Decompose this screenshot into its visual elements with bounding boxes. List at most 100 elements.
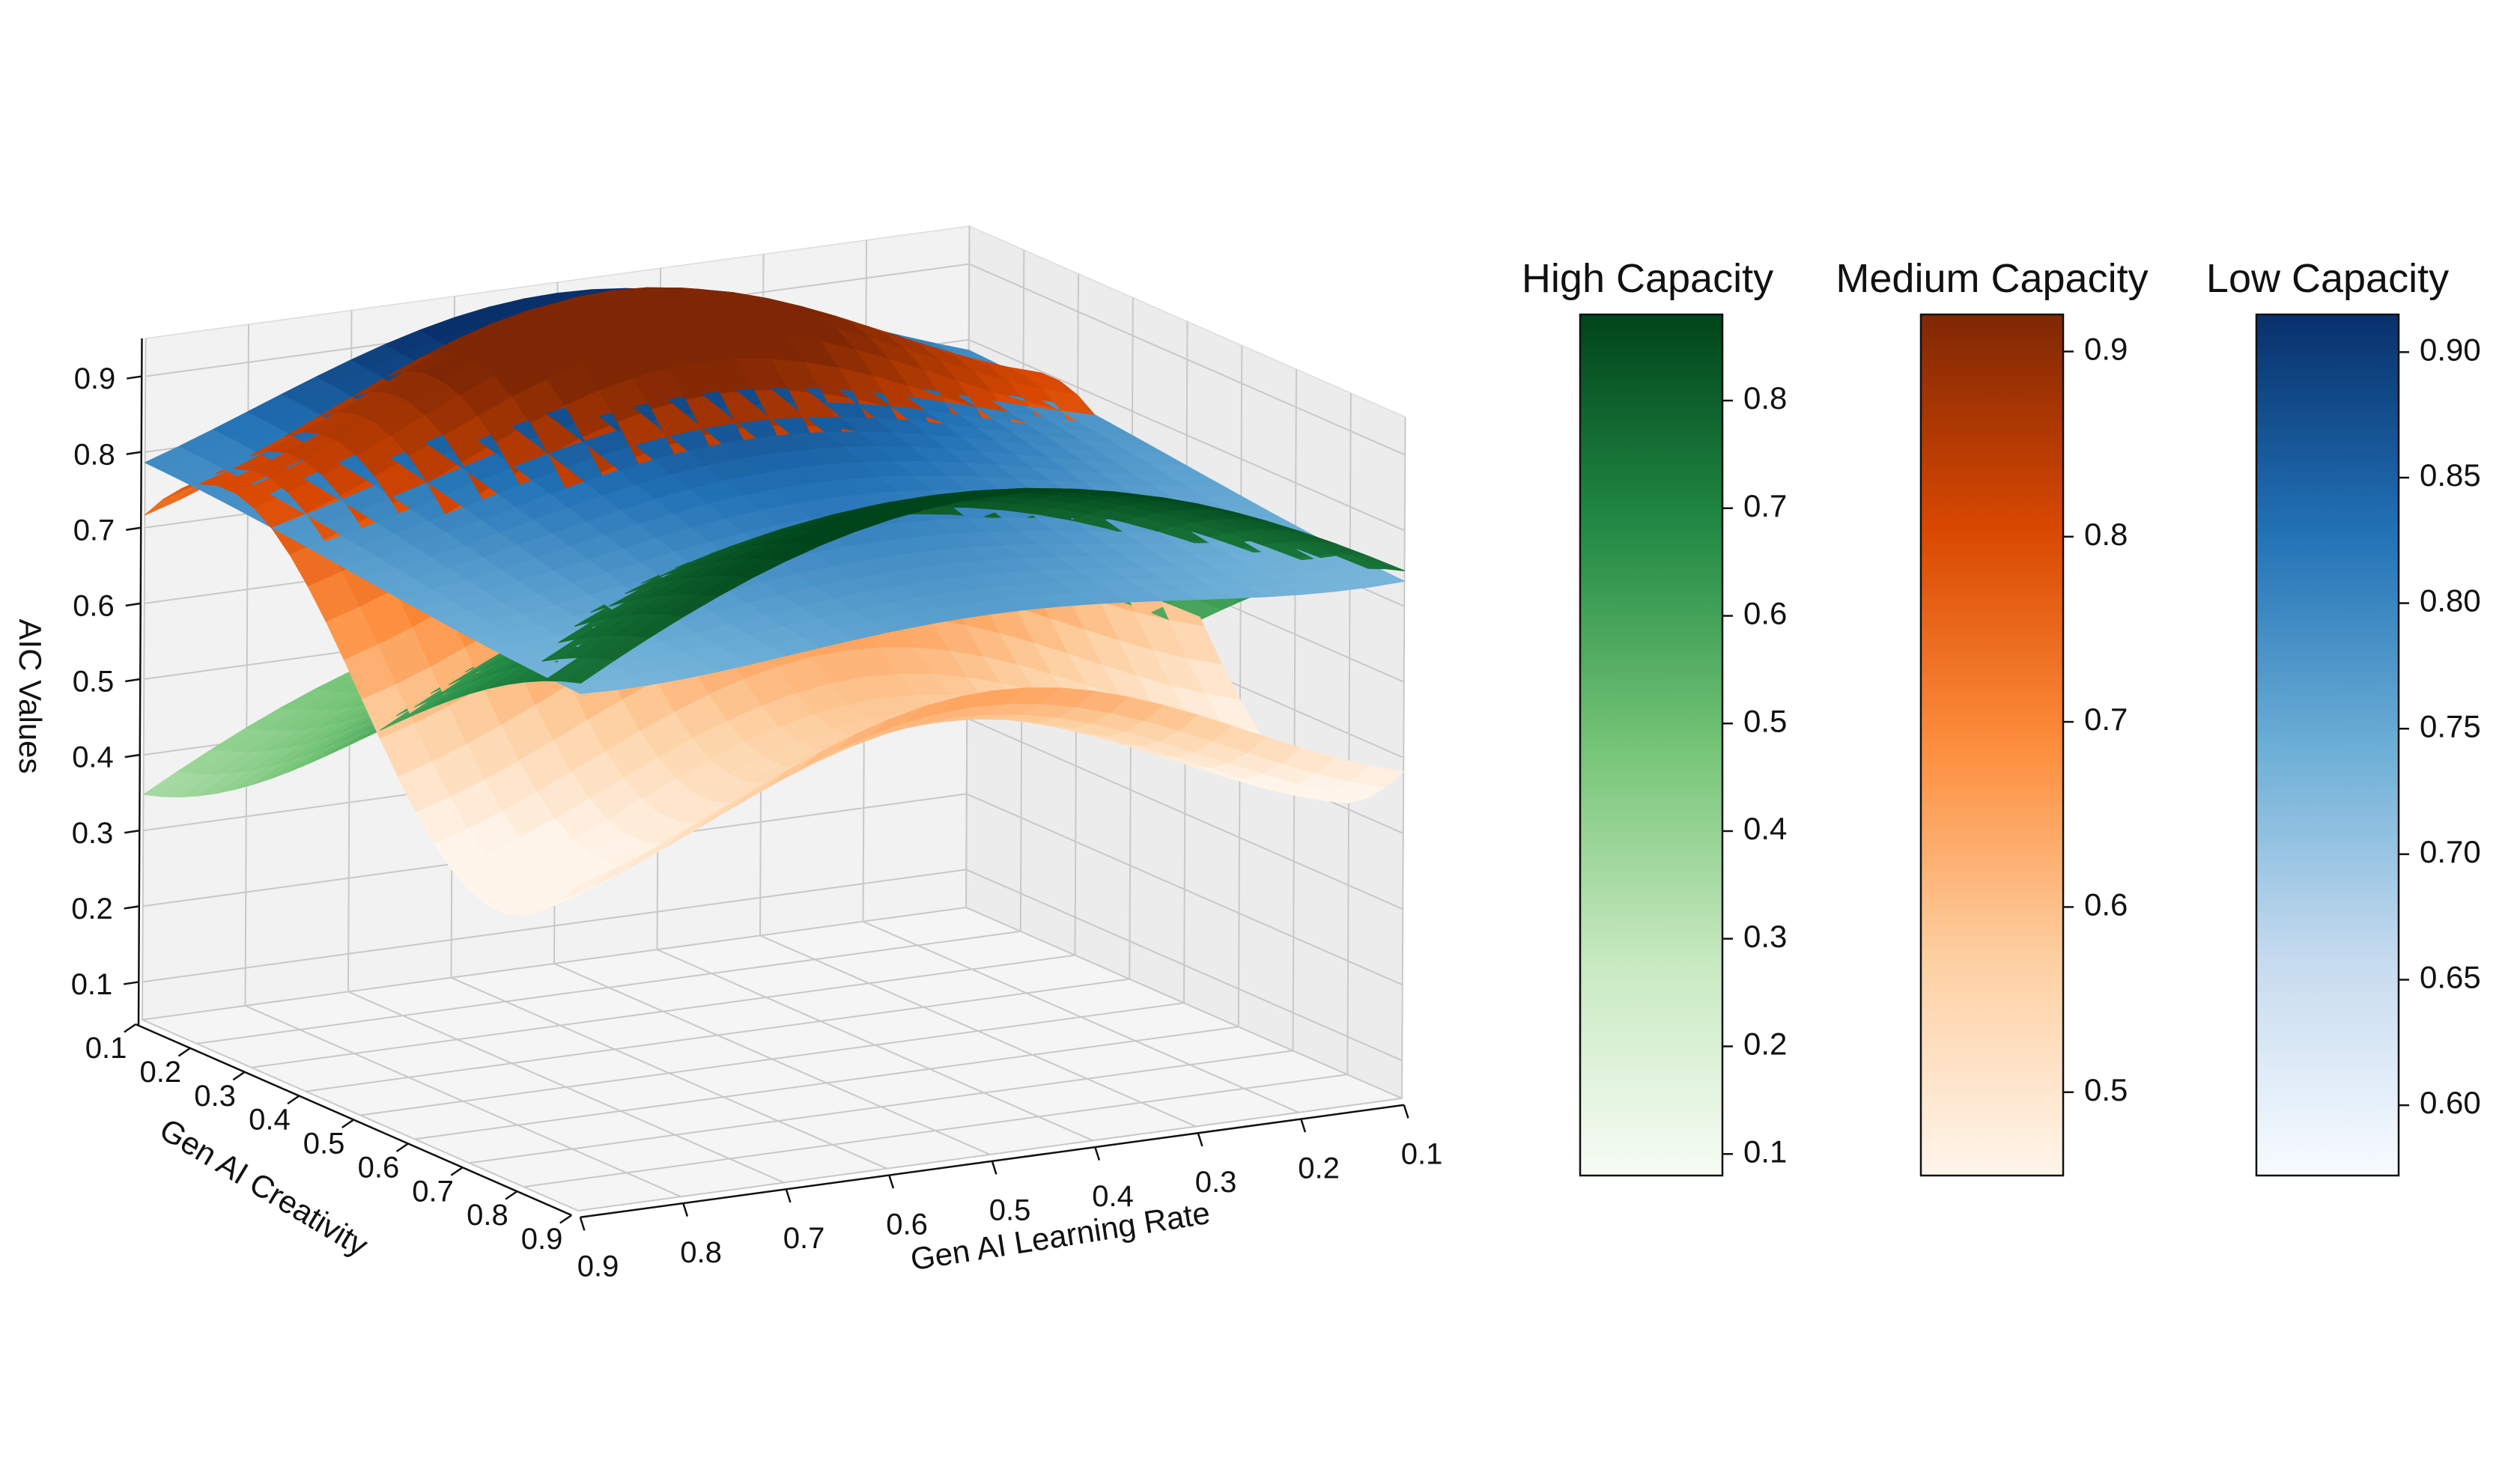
gridline-y <box>469 1050 1293 1164</box>
gridline-z <box>965 869 1403 1062</box>
z-tick-label: 0.6 <box>73 589 115 622</box>
tick-mark <box>341 1119 354 1129</box>
tick-mark <box>125 678 141 683</box>
gridline-y <box>196 930 1021 1044</box>
y-tick-label: 0.5 <box>303 1128 345 1161</box>
x-tick-label: 0.2 <box>1298 1152 1340 1185</box>
colorbar-tick-label: 0.8 <box>1743 380 1787 416</box>
y-tick-label: 0.9 <box>521 1223 563 1256</box>
tick-mark <box>991 1161 998 1175</box>
z-tick-label: 0.1 <box>71 968 113 1001</box>
gridline-y <box>251 954 1075 1068</box>
z-tick-label: 0.4 <box>72 741 114 774</box>
tick-mark <box>232 1071 246 1081</box>
colorbar-tick-label: 0.65 <box>2420 960 2481 995</box>
gridline-z <box>966 717 1403 910</box>
y-tick-label: 0.7 <box>412 1175 454 1208</box>
colorbar-tick-label: 0.75 <box>2420 708 2481 743</box>
colorbar-tick-label: 0.1 <box>1743 1134 1787 1169</box>
tick-mark <box>124 829 140 834</box>
surfaces <box>142 287 1406 916</box>
tick-mark <box>127 375 142 380</box>
z-tick-label: 0.2 <box>71 892 113 925</box>
colorbar-tick-label: 0.8 <box>2084 517 2128 552</box>
tick-mark <box>124 1023 136 1033</box>
gridline-z <box>966 793 1403 986</box>
gridline-y <box>359 1002 1185 1116</box>
tick-mark <box>559 1214 572 1224</box>
tick-mark <box>124 981 139 985</box>
tick-mark <box>124 905 139 910</box>
gridline-z <box>968 338 1406 532</box>
gridline-y <box>306 978 1130 1092</box>
gridline-y <box>142 907 967 1021</box>
surface-oranges <box>1350 765 1404 788</box>
tick-mark <box>177 1047 191 1057</box>
colorbar-gradient <box>1579 313 1724 1177</box>
x-tick-label: 0.6 <box>886 1208 928 1241</box>
colorbar-title: Medium Capacity <box>1836 256 2148 301</box>
tick-mark <box>1094 1146 1101 1161</box>
x-tick-label: 0.8 <box>680 1236 722 1269</box>
y-tick-label: 0.1 <box>85 1032 127 1065</box>
y-tick-label: 0.3 <box>194 1080 236 1113</box>
y-tick-label: 0.6 <box>358 1151 400 1184</box>
colorbar-tick-label: 0.7 <box>1743 488 1787 523</box>
tick-mark <box>785 1188 792 1203</box>
z-tick-label: 0.3 <box>72 817 114 850</box>
tick-mark <box>579 1217 586 1231</box>
colorbar-tick-label: 0.70 <box>2420 834 2481 869</box>
gridline-x <box>142 338 147 1021</box>
colorbar-tick-label: 0.5 <box>1743 703 1787 738</box>
x-tick-label: 0.3 <box>1195 1166 1237 1199</box>
tick-mark <box>682 1202 689 1217</box>
gridline-z <box>142 869 967 983</box>
tick-mark <box>888 1175 895 1189</box>
tick-mark <box>505 1190 518 1200</box>
colorbar-oranges: Medium Capacity 0.5 0.6 0.7 0.8 0.9 <box>1836 256 2149 1177</box>
colorbar-tick-label: 0.7 <box>2084 702 2128 737</box>
gridline-y <box>414 1026 1239 1140</box>
colorbar-gradient <box>2255 313 2400 1177</box>
tick-mark <box>287 1095 300 1105</box>
tick-mark <box>1300 1119 1307 1133</box>
colorbar-title: Low Capacity <box>2206 256 2449 301</box>
colorbars: High Capacity0.10.20.30.40.50.60.70.8Med… <box>1522 256 2481 1177</box>
colorbar-greens: High Capacity 0.1 0.2 0.3 0.4 0.5 0.6 0.7 0.8 <box>1522 256 1787 1177</box>
x-tick-label: 0.4 <box>1092 1180 1134 1213</box>
tick-mark <box>125 602 141 607</box>
z-tick-label: 0.8 <box>73 438 115 471</box>
gridline-y <box>523 1074 1348 1188</box>
colorbar-tick-label: 0.60 <box>2420 1085 2481 1120</box>
colorbar-tick-label: 0.90 <box>2420 332 2481 367</box>
x-tick-label: 0.1 <box>1401 1138 1443 1171</box>
colorbar-tick-label: 0.4 <box>1743 811 1787 846</box>
y-tick-label: 0.4 <box>249 1104 291 1137</box>
tick-mark <box>395 1143 409 1152</box>
z-axis-label: AIC Values <box>13 619 48 774</box>
x-tick-label: 0.9 <box>577 1250 619 1283</box>
x-axis-label: Gen AI Learning Rate <box>908 1195 1212 1277</box>
z-axis-line <box>137 338 143 1027</box>
tick-mark <box>1403 1104 1409 1119</box>
z-tick-label: 0.9 <box>74 362 116 395</box>
colorbar-tick-label: 0.85 <box>2420 457 2481 493</box>
tick-mark <box>126 451 142 455</box>
colorbar-blues: Low Capacity 0.60 0.65 0.70 0.75 0.80 0.85 0.90 <box>2206 256 2481 1177</box>
tick-mark <box>1197 1132 1203 1147</box>
surface-blues <box>1351 571 1406 588</box>
colorbar-tick-label: 0.3 <box>1743 919 1787 954</box>
colorbar-title: High Capacity <box>1522 256 1773 301</box>
colorbar-gradient <box>1919 313 2065 1177</box>
x-tick-label: 0.7 <box>783 1222 825 1255</box>
axes-ticks: 0.1 0.2 0.3 0.4 0.5 0.6 0.7 0.8 0.9 0.1 0.2 0.3 0.4 0… <box>71 338 1443 1283</box>
gridline-z <box>968 263 1406 456</box>
z-tick-label: 0.7 <box>73 514 115 547</box>
tick-mark <box>450 1167 464 1176</box>
colorbar-tick-label: 0.6 <box>1743 596 1787 631</box>
tick-mark <box>124 753 140 758</box>
colorbar-tick-label: 0.5 <box>2084 1072 2128 1107</box>
y-tick-label: 0.8 <box>467 1199 508 1232</box>
surface-greens <box>1351 554 1406 571</box>
